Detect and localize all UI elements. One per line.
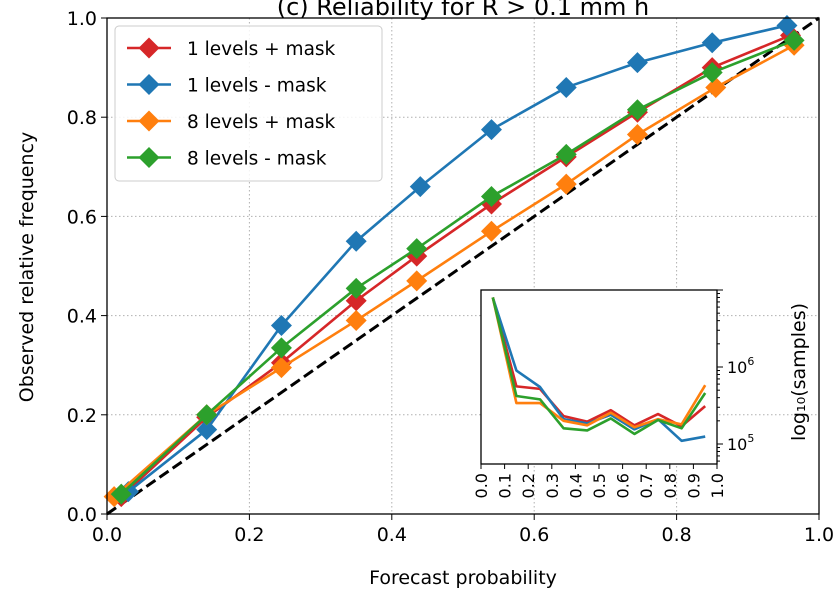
series-line (120, 39, 795, 496)
data-point (626, 124, 648, 146)
x-tick-label: 0.6 (519, 524, 549, 546)
inset-x-tick-label: 1.0 (708, 473, 727, 498)
main-plot-area: 0.0 0.2 0.4 0.6 0.8 1.0 0.0 0.2 0.4 0.6 0.8 1.0 (67, 8, 834, 546)
chart-title: (c) Reliability for R > 0.1 mm h (277, 0, 650, 21)
inset-x-tick-label: 0.5 (590, 473, 609, 498)
inset-x-tick-label: 0.2 (519, 473, 538, 498)
legend: 1 levels + mask 1 levels - mask 8 levels +… (114, 25, 383, 182)
data-point (270, 315, 292, 337)
data-point (110, 483, 132, 505)
legend-marker (138, 74, 160, 95)
inset-x-tick-label: 0.9 (684, 473, 703, 498)
x-tick-label: 0.8 (661, 524, 691, 546)
data-point (555, 173, 577, 195)
data-point (345, 230, 367, 252)
y-tick-label: 0.0 (67, 504, 97, 526)
series-line (113, 44, 795, 498)
inset-series-group (491, 297, 707, 443)
data-point (626, 52, 648, 74)
legend-label: 1 levels - mask (187, 76, 327, 97)
inset-y-tick-exponent: 6 (747, 355, 754, 368)
legend-marker (138, 37, 160, 59)
inset-x-tick-label: 0.1 (496, 473, 515, 498)
x-tick-label: 0.4 (377, 524, 407, 546)
y-tick-label: 0.6 (67, 206, 97, 228)
data-point (345, 290, 367, 312)
data-point (409, 176, 431, 198)
data-point (480, 220, 502, 242)
inset-y-tick-exponent: 5 (747, 432, 754, 445)
data-point (270, 337, 292, 359)
data-point (345, 277, 367, 299)
inset-x-tick-label: 0.4 (566, 473, 585, 498)
data-point (480, 119, 502, 141)
inset-x-tick-label: 0.3 (543, 473, 562, 498)
series-4 (110, 29, 805, 505)
data-point (776, 14, 798, 36)
data-point (626, 99, 648, 121)
x-tick-label: 0.2 (234, 524, 264, 546)
series-line (127, 24, 788, 493)
data-point (701, 32, 723, 54)
inset-background (481, 290, 717, 464)
series-2 (117, 14, 798, 503)
y-tick-label: 0.2 (67, 405, 97, 427)
x-tick-label: 0.0 (92, 524, 122, 546)
data-point (555, 143, 577, 165)
inset-y-tick-label: 106 (727, 355, 754, 377)
legend-marker (138, 147, 160, 168)
data-point (196, 404, 218, 426)
inset-series-line (491, 297, 707, 436)
legend-label: 1 levels + mask (187, 39, 336, 60)
data-point (701, 62, 723, 84)
legend-label: 8 levels + mask (187, 112, 336, 133)
inset-y-tick-label: 105 (727, 432, 754, 454)
legend-marker (138, 110, 160, 132)
x-tick-label: 1.0 (804, 524, 834, 546)
x-axis-label: Forecast probability (369, 567, 557, 589)
inset-x-tick-label: 0.7 (637, 473, 656, 498)
data-point (406, 238, 428, 260)
data-point (345, 310, 367, 332)
y-axis-label: Observed relative frequency (16, 132, 38, 402)
y-tick-label: 1.0 (67, 8, 97, 30)
data-point (783, 29, 805, 51)
perfect-reliability-line (106, 16, 820, 516)
y-tick-label: 0.4 (67, 306, 97, 328)
inset-series-line (491, 297, 707, 429)
inset-x-tick-label: 0.0 (472, 473, 491, 498)
data-point (406, 270, 428, 292)
y-tick-label: 0.8 (67, 107, 97, 129)
data-point (196, 419, 218, 441)
legend-frame (114, 25, 383, 182)
inset-y-axis-label: log₁₀(samples) (788, 303, 810, 441)
main-axes-frame (106, 17, 820, 515)
data-point (480, 186, 502, 208)
inset-series-line (491, 297, 707, 428)
inset-x-tick-label: 0.8 (661, 473, 680, 498)
data-point (555, 76, 577, 98)
legend-label: 8 levels - mask (187, 149, 327, 170)
data-point (705, 76, 727, 98)
inset-y-tick-base: 10 (727, 435, 747, 454)
inset-y-tick-base: 10 (727, 358, 747, 377)
inset-x-tick-label: 0.6 (614, 473, 633, 498)
data-point (270, 357, 292, 379)
